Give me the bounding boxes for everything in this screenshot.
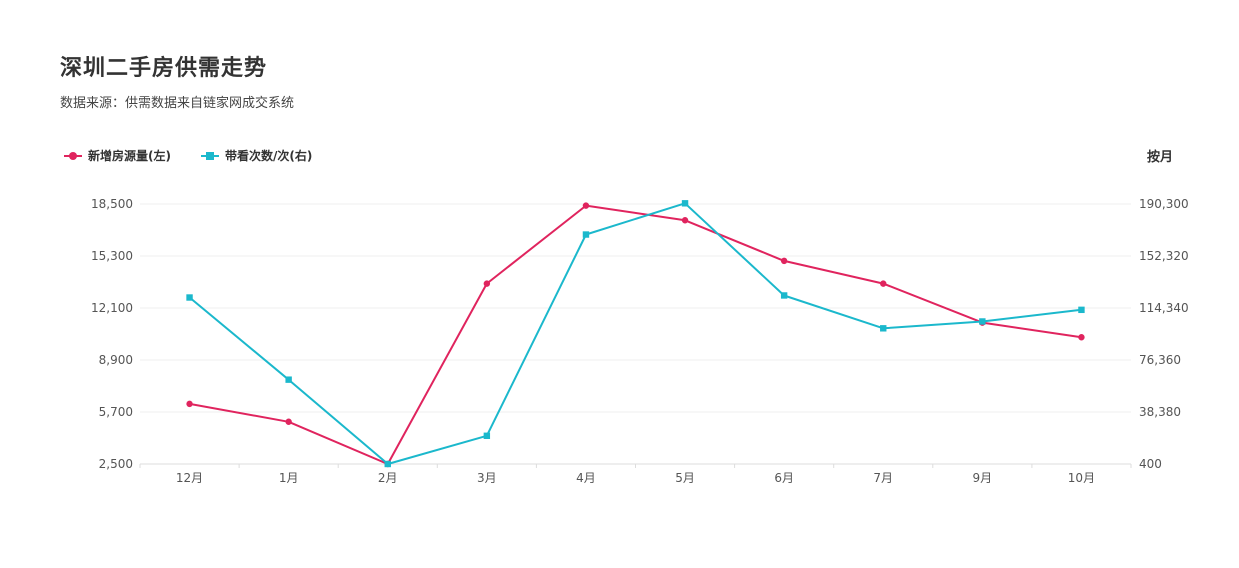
data-point-series2 [285, 376, 292, 383]
x-tick-label: 4月 [576, 471, 596, 485]
x-tick-label: 12月 [176, 471, 203, 485]
series-line-2 [188, 202, 1082, 465]
data-point-series1 [1078, 334, 1085, 341]
legend-label-series1: 新增房源量(左) [88, 149, 171, 163]
x-tick-label: 1月 [279, 471, 299, 485]
y-right-tick-label: 38,380 [1139, 405, 1181, 419]
data-point-series2 [186, 294, 193, 301]
y-right-tick-label: 76,360 [1139, 353, 1181, 367]
series-line-1 [189, 204, 1082, 465]
period-selector[interactable]: 按月 [1147, 150, 1174, 165]
y-left-tick-label: 8,900 [99, 353, 133, 367]
chart-legend: 新增房源量(左) 带看次数/次(右) [64, 147, 312, 164]
data-point-series2 [681, 200, 689, 207]
data-point-series1 [285, 418, 292, 425]
data-point-series2 [384, 460, 391, 468]
x-tick-label: 3月 [477, 471, 497, 485]
y-right-tick-label: 114,340 [1139, 301, 1189, 315]
x-tick-label: 2月 [378, 471, 398, 485]
y-left-tick-label: 18,500 [91, 197, 133, 211]
chart-subtitle: 数据来源：供需数据来自链家网成交系统 [60, 96, 295, 111]
chart-title: 深圳二手房供需走势 [60, 56, 268, 81]
data-point-series2 [979, 318, 986, 325]
y-left-tick-label: 2,500 [99, 457, 133, 471]
data-point-series1 [582, 202, 590, 209]
legend-marker-circle-icon [64, 150, 82, 162]
x-tick-label: 5月 [675, 471, 695, 485]
data-point-series2 [582, 231, 590, 238]
y-left-tick-label: 12,100 [91, 301, 133, 315]
x-tick-label: 9月 [973, 471, 993, 485]
data-point-series2 [780, 292, 788, 299]
data-point-series2 [483, 432, 491, 439]
y-left-tick-label: 5,700 [99, 405, 133, 419]
data-point-series1 [483, 280, 491, 287]
data-point-series1 [186, 400, 193, 408]
x-tick-label: 10月 [1068, 471, 1095, 485]
x-tick-label: 7月 [873, 471, 893, 485]
y-right-tick-label: 400 [1139, 457, 1162, 471]
data-point-series1 [780, 257, 788, 265]
legend-item-series2[interactable]: 带看次数/次(右) [200, 147, 313, 164]
data-point-series2 [880, 325, 887, 332]
data-point-series1 [681, 217, 689, 224]
data-point-series2 [1078, 306, 1085, 314]
legend-label-series2: 带看次数/次(右) [224, 149, 313, 163]
legend-item-series1[interactable]: 新增房源量(左) [64, 147, 171, 164]
y-right-tick-label: 190,300 [1139, 197, 1189, 211]
data-point-series1 [880, 280, 887, 287]
x-tick-label: 6月 [774, 471, 794, 485]
y-right-tick-label: 152,320 [1139, 249, 1189, 263]
y-left-tick-label: 15,300 [91, 249, 133, 263]
legend-marker-square-icon [200, 150, 219, 162]
